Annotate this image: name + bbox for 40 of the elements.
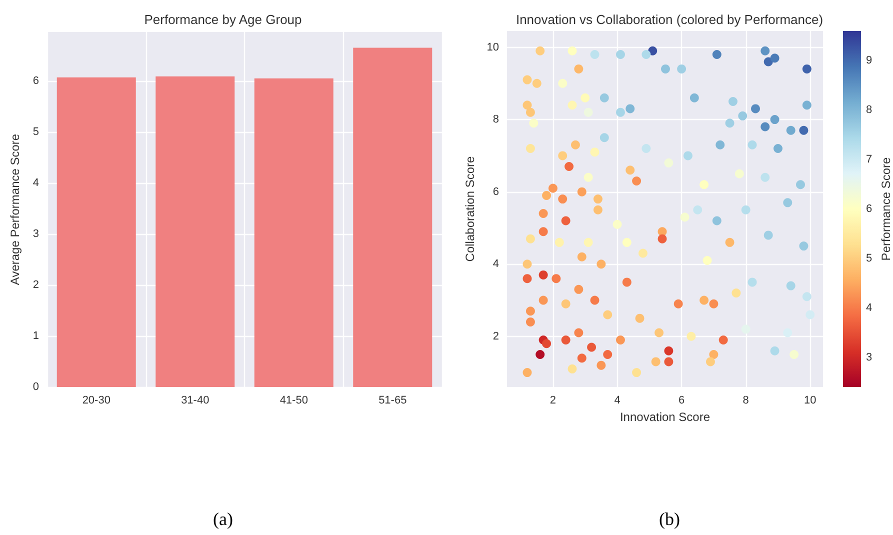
y-axis-title: Average Performance Score: [8, 134, 22, 286]
x-tick-label: 31-40: [181, 394, 210, 406]
y-tick-label: 2: [32, 278, 39, 291]
y-tick-label: 6: [32, 74, 39, 87]
y-tick-label: 5: [32, 126, 39, 138]
color-bar-label: 3: [866, 351, 872, 364]
x-tick-label: 6: [678, 394, 685, 406]
color-bar-label: 7: [866, 154, 872, 166]
color-bar-label: 4: [866, 302, 872, 314]
bar: [254, 78, 334, 387]
bar: [353, 48, 432, 387]
text: (a): [213, 509, 233, 529]
color-bar-title: Performance Score: [879, 156, 893, 261]
chart-title: Performance by Age Group: [144, 12, 302, 27]
y-tick-label: 6: [492, 186, 499, 198]
y-tick-label: 10: [486, 41, 499, 54]
y-tick-label: 4: [32, 176, 39, 189]
text: (b): [659, 509, 680, 529]
x-tick-label: 51-65: [378, 394, 407, 406]
x-tick-label: 20-30: [82, 394, 110, 406]
color-bar-label: 9: [866, 54, 872, 67]
y-axis-title: Collaboration Score: [462, 156, 477, 262]
bar: [156, 76, 235, 387]
x-tick-label: 10: [804, 394, 816, 406]
y-tick-label: 0: [32, 381, 39, 393]
color-bar-label: 8: [866, 104, 872, 116]
x-tick-label: 41-50: [280, 394, 308, 406]
color-bar-label: 5: [866, 252, 872, 264]
y-tick-label: 8: [492, 114, 499, 126]
x-tick-label: 4: [614, 394, 620, 406]
y-tick-label: 2: [492, 330, 499, 342]
color-bar-label: 6: [866, 203, 872, 215]
y-tick-label: 1: [32, 330, 39, 342]
bar: [56, 77, 136, 387]
y-tick-label: 3: [32, 228, 39, 240]
y-tick-label: 4: [492, 258, 499, 270]
chart-title: Innovation vs Collaboration (colored by Performance): [516, 12, 824, 27]
x-axis-title: Innovation Score: [620, 410, 710, 424]
x-tick-label: 2: [550, 394, 556, 406]
x-tick-label: 8: [742, 394, 749, 406]
